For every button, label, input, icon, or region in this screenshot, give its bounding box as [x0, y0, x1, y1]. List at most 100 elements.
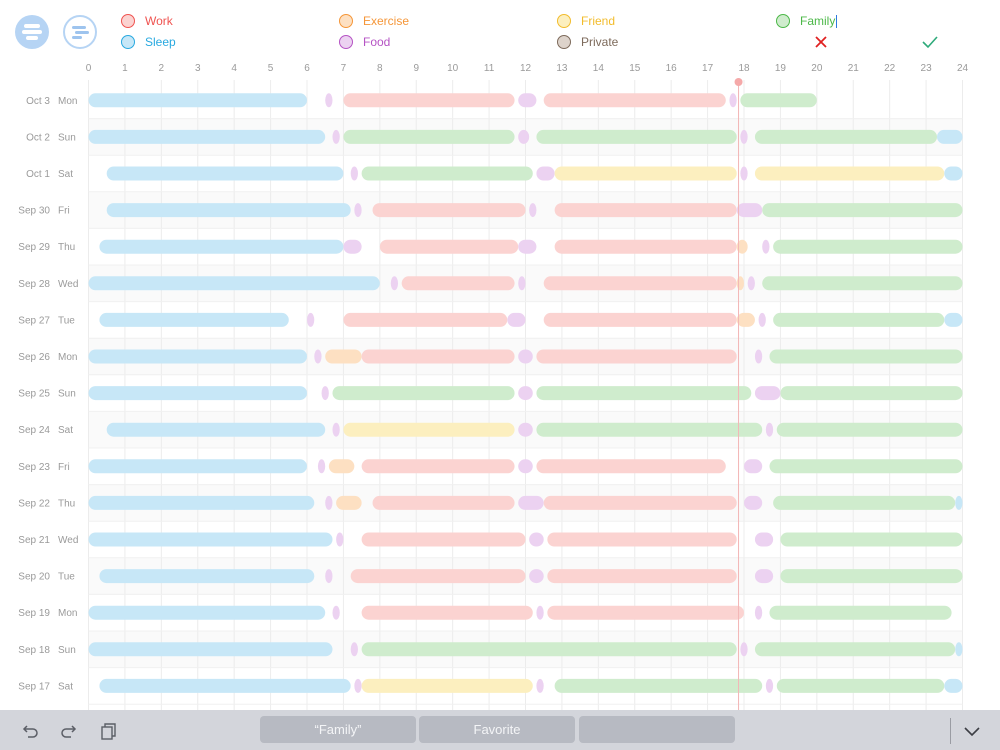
suggestion-2[interactable]: Favorite [419, 716, 575, 743]
segment-sleep[interactable] [88, 129, 326, 144]
segment-food[interactable] [321, 386, 329, 401]
segment-food[interactable] [354, 203, 362, 218]
segment-family[interactable] [769, 459, 963, 474]
segment-work[interactable] [361, 459, 515, 474]
timeline-view-button[interactable] [63, 15, 97, 49]
segment-exercise[interactable] [736, 312, 755, 327]
segment-food[interactable] [518, 239, 537, 254]
segment-work[interactable] [554, 203, 737, 218]
segment-work[interactable] [543, 312, 737, 327]
segment-sleep[interactable] [937, 129, 963, 144]
segment-food[interactable] [507, 312, 526, 327]
segment-food[interactable] [307, 312, 315, 327]
segment-work[interactable] [543, 93, 726, 108]
segment-food[interactable] [762, 239, 770, 254]
segment-work[interactable] [543, 495, 737, 510]
segment-work[interactable] [547, 605, 744, 620]
segment-food[interactable] [736, 203, 763, 218]
chevron-down-icon[interactable] [962, 722, 982, 740]
segment-sleep[interactable] [88, 93, 308, 108]
redo-icon[interactable] [59, 721, 79, 741]
suggestion-1[interactable]: “Family” [260, 716, 416, 743]
segment-food[interactable] [390, 276, 399, 291]
segment-food[interactable] [529, 203, 537, 218]
segment-work[interactable] [547, 569, 737, 584]
segment-sleep[interactable] [944, 312, 963, 327]
segment-work[interactable] [343, 93, 515, 108]
legend-item-work[interactable]: Work [121, 12, 173, 30]
segment-family[interactable] [776, 422, 963, 437]
segment-exercise[interactable] [736, 276, 744, 291]
legend-item-sleep[interactable]: Sleep [121, 33, 176, 51]
segment-food[interactable] [343, 239, 362, 254]
segment-work[interactable] [361, 605, 533, 620]
segment-family[interactable] [780, 569, 963, 584]
checkmark-icon[interactable] [921, 34, 939, 50]
segment-family[interactable] [740, 93, 817, 108]
segment-sleep[interactable] [88, 605, 326, 620]
segment-friend[interactable] [361, 678, 533, 693]
segment-work[interactable] [401, 276, 515, 291]
segment-food[interactable] [536, 166, 555, 181]
segment-food[interactable] [518, 386, 533, 401]
close-icon[interactable] [813, 34, 829, 50]
segment-food[interactable] [317, 459, 326, 474]
segment-family[interactable] [754, 129, 938, 144]
segment-food[interactable] [518, 495, 544, 510]
segment-family[interactable] [773, 495, 956, 510]
segment-food[interactable] [336, 532, 344, 547]
segment-food[interactable] [754, 569, 774, 584]
segment-sleep[interactable] [955, 495, 963, 510]
segment-exercise[interactable] [336, 495, 362, 510]
segment-food[interactable] [354, 678, 362, 693]
segment-sleep[interactable] [88, 642, 333, 657]
segment-food[interactable] [536, 678, 544, 693]
segment-food[interactable] [314, 349, 322, 364]
segment-sleep[interactable] [99, 239, 344, 254]
segment-food[interactable] [740, 166, 748, 181]
segment-family[interactable] [536, 422, 763, 437]
segment-family[interactable] [773, 312, 945, 327]
segment-food[interactable] [350, 166, 358, 181]
segment-sleep[interactable] [88, 532, 333, 547]
segment-food[interactable] [536, 605, 544, 620]
segment-work[interactable] [372, 495, 515, 510]
legend-item-family[interactable]: Family [776, 12, 838, 30]
segment-work[interactable] [543, 276, 737, 291]
segment-food[interactable] [754, 386, 781, 401]
segment-work[interactable] [343, 312, 508, 327]
segment-food[interactable] [529, 569, 544, 584]
segment-food[interactable] [729, 93, 737, 108]
segment-family[interactable] [361, 166, 533, 181]
segment-sleep[interactable] [88, 459, 308, 474]
segment-family[interactable] [769, 605, 952, 620]
segment-food[interactable] [332, 422, 340, 437]
segment-food[interactable] [518, 129, 530, 144]
legend-item-private[interactable]: Private [557, 33, 618, 51]
segment-sleep[interactable] [88, 495, 315, 510]
segment-food[interactable] [744, 495, 763, 510]
segment-food[interactable] [765, 678, 774, 693]
segment-food[interactable] [518, 459, 533, 474]
segment-exercise[interactable] [736, 239, 748, 254]
suggestion-3[interactable] [579, 716, 735, 743]
segment-work[interactable] [379, 239, 519, 254]
segment-food[interactable] [518, 349, 533, 364]
segment-family[interactable] [780, 532, 963, 547]
segment-sleep[interactable] [106, 203, 351, 218]
segment-work[interactable] [350, 569, 526, 584]
segment-food[interactable] [754, 349, 763, 364]
segment-food[interactable] [350, 642, 358, 657]
segment-exercise[interactable] [325, 349, 362, 364]
segment-family[interactable] [773, 239, 963, 254]
legend-item-friend[interactable]: Friend [557, 12, 615, 30]
segment-friend[interactable] [343, 422, 515, 437]
segment-food[interactable] [332, 605, 340, 620]
segment-food[interactable] [754, 532, 774, 547]
segment-family[interactable] [536, 129, 737, 144]
segment-family[interactable] [762, 203, 963, 218]
segment-sleep[interactable] [88, 349, 308, 364]
segment-work[interactable] [361, 349, 515, 364]
segment-work[interactable] [554, 239, 737, 254]
segment-food[interactable] [754, 605, 763, 620]
